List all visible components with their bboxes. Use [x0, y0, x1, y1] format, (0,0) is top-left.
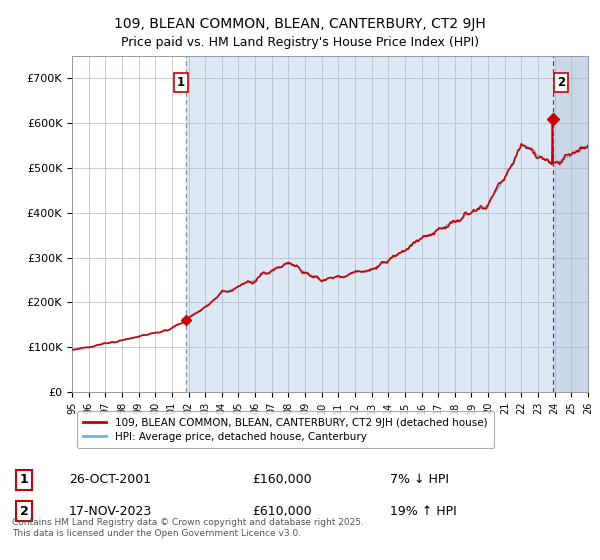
Text: 17-NOV-2023: 17-NOV-2023: [69, 505, 152, 517]
Text: 1: 1: [20, 473, 28, 486]
Legend: 109, BLEAN COMMON, BLEAN, CANTERBURY, CT2 9JH (detached house), HPI: Average pri: 109, BLEAN COMMON, BLEAN, CANTERBURY, CT…: [77, 411, 494, 449]
Text: 26-OCT-2001: 26-OCT-2001: [69, 473, 151, 486]
Text: 109, BLEAN COMMON, BLEAN, CANTERBURY, CT2 9JH: 109, BLEAN COMMON, BLEAN, CANTERBURY, CT…: [114, 17, 486, 31]
Text: 2: 2: [557, 76, 565, 90]
Bar: [553, 56, 588, 392]
Bar: [185, 56, 553, 392]
Text: £160,000: £160,000: [252, 473, 311, 486]
Text: 7% ↓ HPI: 7% ↓ HPI: [390, 473, 449, 486]
Text: 2: 2: [20, 505, 28, 517]
Text: Price paid vs. HM Land Registry's House Price Index (HPI): Price paid vs. HM Land Registry's House …: [121, 36, 479, 49]
Text: 1: 1: [176, 76, 185, 90]
Bar: [185, 56, 588, 392]
Text: Contains HM Land Registry data © Crown copyright and database right 2025.
This d: Contains HM Land Registry data © Crown c…: [12, 518, 364, 538]
Text: £610,000: £610,000: [252, 505, 311, 517]
Text: 19% ↑ HPI: 19% ↑ HPI: [390, 505, 457, 517]
